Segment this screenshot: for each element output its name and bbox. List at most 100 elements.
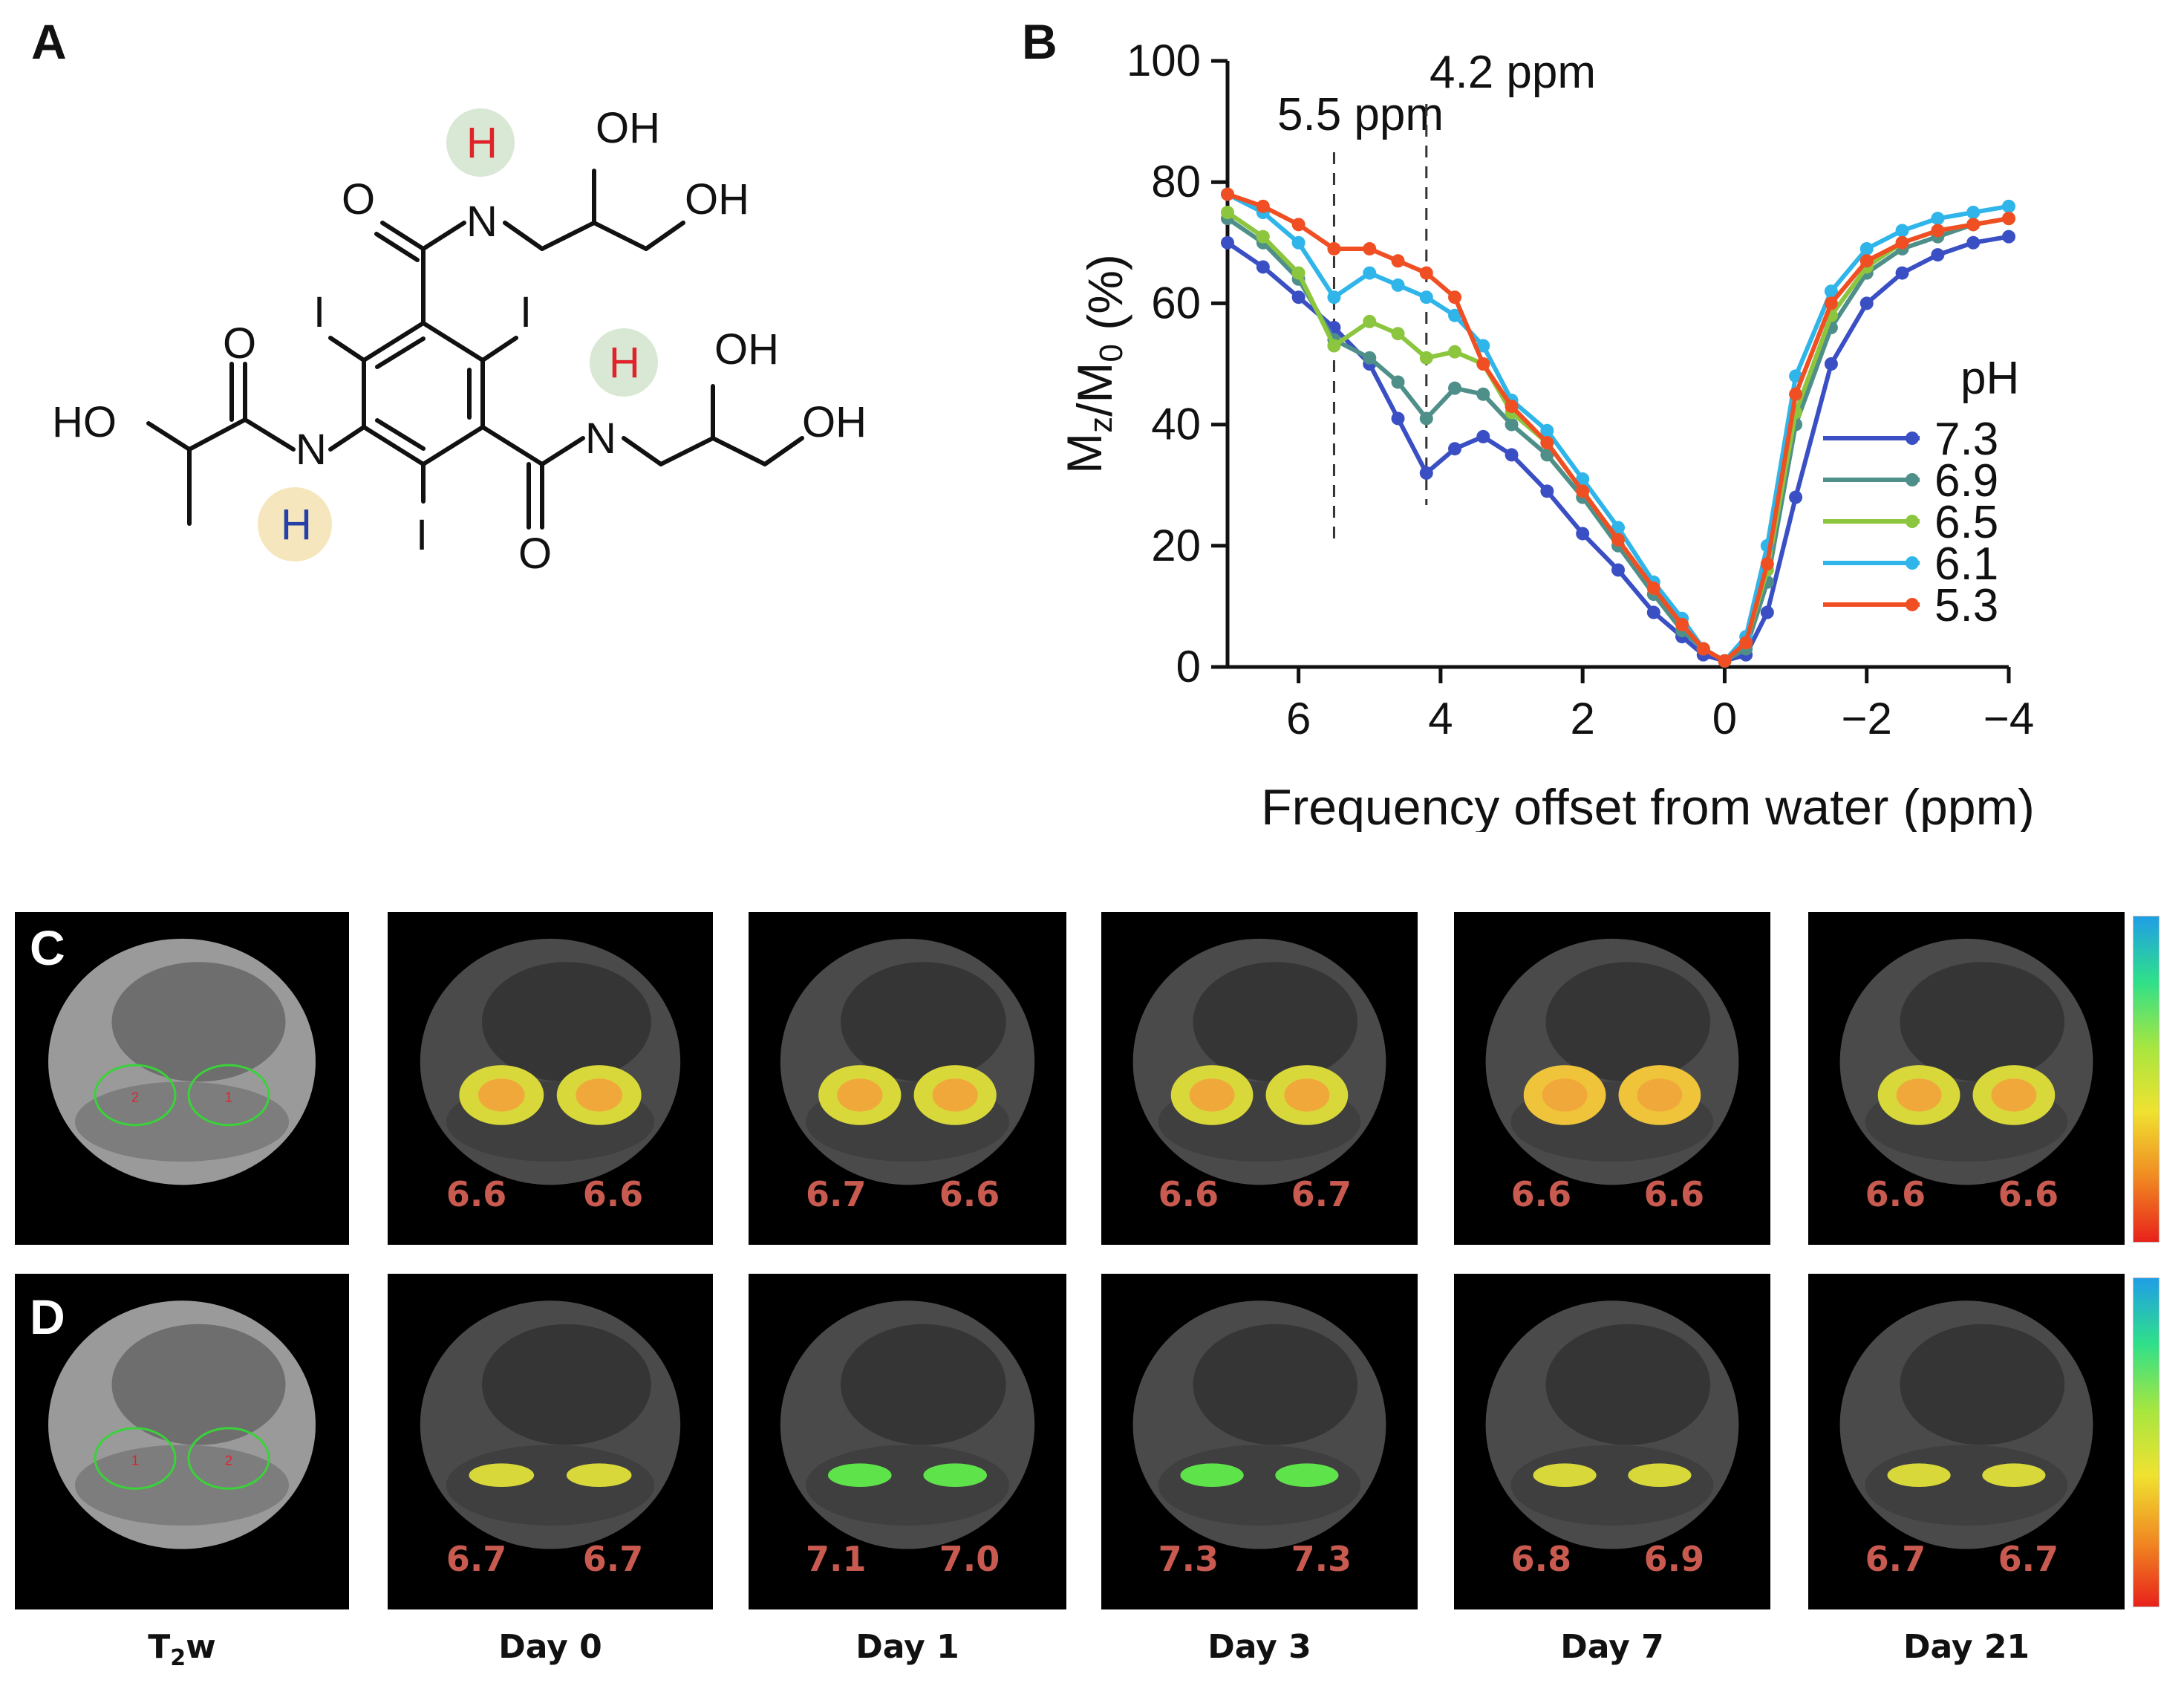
data-point xyxy=(1327,290,1341,305)
data-point xyxy=(2002,212,2015,226)
scan-image xyxy=(1485,1300,1739,1549)
data-point xyxy=(1363,314,1377,328)
column-label-t2w: T2w xyxy=(148,1628,216,1671)
chart-xlabel: Frequency offset from water (ppm) xyxy=(1261,779,2035,832)
series-line-6.1 xyxy=(1226,192,2009,664)
abdomen xyxy=(111,962,286,1082)
legend-marker xyxy=(1906,473,1919,486)
data-point xyxy=(1419,290,1433,305)
abdomen xyxy=(1545,1324,1711,1445)
data-point xyxy=(1221,187,1234,201)
atom-o-bottom: O xyxy=(518,530,552,578)
legend-title: pH xyxy=(1960,353,2019,404)
data-point xyxy=(1760,557,1774,571)
legend-entry: 7.3 xyxy=(1934,414,1998,465)
x-tick-label: 4 xyxy=(1428,694,1453,743)
ph-value-right: 6.6 xyxy=(582,1174,644,1214)
ph-blob xyxy=(566,1463,632,1488)
atom-i-bottom: I xyxy=(416,511,428,559)
data-point xyxy=(1739,636,1753,650)
colorbar xyxy=(2133,1277,2159,1607)
lower-region xyxy=(75,1081,289,1162)
abdomen xyxy=(482,962,651,1082)
abdomen xyxy=(1900,962,2065,1082)
abdomen xyxy=(1900,1324,2065,1445)
ph-value-right: 6.6 xyxy=(939,1174,1000,1214)
roi-label: 1 xyxy=(225,1090,232,1104)
ph-value-left: 6.6 xyxy=(1865,1174,1926,1214)
scan-image xyxy=(1839,1300,2093,1549)
data-point xyxy=(1540,484,1554,498)
data-point xyxy=(1931,212,1945,226)
data-point xyxy=(1859,296,1874,310)
roi-outline xyxy=(94,1427,177,1490)
data-point xyxy=(1363,351,1377,365)
atom-ho-left: HO xyxy=(52,398,117,446)
ph-value-right: 7.3 xyxy=(1291,1539,1352,1579)
data-point xyxy=(1256,199,1270,213)
row-c-tile-1: 6.6 6.6 xyxy=(388,912,713,1245)
atom-oh-right2: OH xyxy=(802,398,867,446)
data-point xyxy=(1611,563,1625,577)
ph-blob-core xyxy=(1991,1078,2037,1112)
ph-value-left: 6.7 xyxy=(1865,1539,1926,1579)
data-point xyxy=(1476,429,1490,443)
y-tick-label: 0 xyxy=(1176,642,1201,691)
atom-o-top: O xyxy=(342,175,375,224)
ph-blob-core xyxy=(1542,1078,1588,1112)
y-tick-label: 100 xyxy=(1127,36,1201,85)
column-label-day: Day 0 xyxy=(498,1628,602,1666)
ph-value-left: 7.3 xyxy=(1158,1539,1219,1579)
data-point xyxy=(1505,417,1519,432)
ph-blob-core xyxy=(837,1078,883,1112)
abdomen xyxy=(111,1324,286,1445)
ph-blob-core xyxy=(932,1078,978,1112)
data-point xyxy=(1505,400,1519,414)
atom-h-top: H xyxy=(466,119,498,167)
legend-marker xyxy=(1906,515,1919,528)
ph-blob xyxy=(1180,1463,1244,1488)
ph-blob-core xyxy=(576,1078,623,1112)
data-point xyxy=(1291,266,1305,280)
lower-region xyxy=(1158,1445,1361,1526)
scan-image xyxy=(780,1300,1035,1549)
row-d-tile-4: 6.8 6.9 xyxy=(1454,1274,1770,1609)
data-point xyxy=(1291,290,1305,305)
row-c-tile-3: 6.6 6.7 xyxy=(1101,912,1418,1245)
roi-label: 2 xyxy=(225,1454,232,1468)
data-point xyxy=(1646,605,1660,619)
data-point xyxy=(1476,339,1490,353)
ph-blob xyxy=(1533,1463,1597,1488)
data-point xyxy=(1363,266,1377,280)
x-tick-label: 6 xyxy=(1286,694,1311,743)
ph-blob-core xyxy=(477,1078,525,1112)
column-label-day: Day 21 xyxy=(1903,1628,2030,1666)
series-line-7.3 xyxy=(1226,234,2009,663)
panel-label-d: D xyxy=(30,1289,65,1344)
row-d-tile-2: 7.1 7.0 xyxy=(749,1274,1066,1609)
h-glow-top xyxy=(446,108,515,177)
ph-value-right: 6.7 xyxy=(1291,1174,1352,1214)
ph-value-left: 6.6 xyxy=(1510,1174,1572,1214)
legend-entry: 6.5 xyxy=(1934,497,1998,548)
atom-oh-top2: OH xyxy=(685,175,749,224)
data-point xyxy=(1391,327,1405,341)
data-point xyxy=(1540,436,1554,450)
ph-value-right: 6.6 xyxy=(1998,1174,2059,1214)
data-point xyxy=(1391,278,1405,292)
chart-ylabel-text: Mz/M0 (%) xyxy=(1057,254,1132,474)
atom-n-left: N xyxy=(296,426,327,474)
row-d-tile-5: 6.7 6.7 xyxy=(1808,1274,2125,1609)
h-glow-right xyxy=(590,328,658,397)
x-tick-label: −2 xyxy=(1842,694,1892,743)
data-point xyxy=(1895,266,1909,280)
lower-region xyxy=(75,1445,289,1526)
data-point xyxy=(1505,448,1519,462)
y-tick-label: 20 xyxy=(1151,521,1201,570)
lower-region xyxy=(1865,1445,2068,1526)
data-point xyxy=(1419,466,1433,480)
atom-i-right: I xyxy=(520,288,532,336)
ph-value-left: 6.7 xyxy=(446,1539,507,1579)
data-point xyxy=(1256,230,1270,244)
